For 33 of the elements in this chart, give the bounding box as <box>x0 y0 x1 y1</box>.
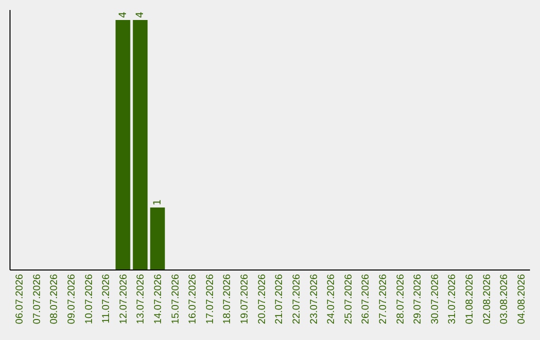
x-tick-label: 11.07.2026 <box>101 274 112 324</box>
data-label: 4 <box>118 12 129 18</box>
x-tick-label: 17.07.2026 <box>204 274 216 324</box>
x-tick-label: 19.07.2026 <box>240 274 251 324</box>
x-tick-label: 14.07.2026 <box>153 274 164 324</box>
x-tick-label: 28.07.2026 <box>395 274 406 324</box>
x-tick-label: 29.07.2026 <box>412 274 424 324</box>
x-tick-label: 27.07.2026 <box>378 274 389 324</box>
x-tick-label: 22.07.2026 <box>291 274 302 324</box>
x-tick-label: 12.07.2026 <box>118 274 130 324</box>
x-tick-label: 23.07.2026 <box>308 274 320 324</box>
x-tick-label: 16.07.2026 <box>188 274 199 324</box>
x-tick-label: 21.07.2026 <box>274 274 286 324</box>
x-tick-label: 20.07.2026 <box>256 274 268 324</box>
x-tick-label: 06.07.2026 <box>14 274 26 324</box>
data-label: 1 <box>152 199 164 206</box>
x-tick-label: 04.08.2026 <box>516 274 528 324</box>
x-tick-label: 07.07.2026 <box>32 274 43 324</box>
x-tick-label: 30.07.2026 <box>430 274 441 324</box>
x-tick-label: 24.07.2026 <box>326 274 338 324</box>
x-tick-label: 13.07.2026 <box>136 274 147 324</box>
x-tick-label: 25.07.2026 <box>343 274 354 324</box>
x-tick-label: 31.07.2026 <box>447 274 458 324</box>
x-tick-label: 02.08.2026 <box>482 274 493 324</box>
x-tick-label: 26.07.2026 <box>360 274 372 324</box>
x-tick-label: 01.08.2026 <box>464 274 476 324</box>
x-tick-label: 08.07.2026 <box>49 274 60 324</box>
x-tick-label: 09.07.2026 <box>66 274 78 324</box>
x-tick-label: 15.07.2026 <box>170 274 182 324</box>
x-tick-label: 10.07.2026 <box>84 274 95 324</box>
data-label: 4 <box>135 12 146 18</box>
x-tick-label: 18.07.2026 <box>222 274 234 324</box>
x-tick-label: 03.08.2026 <box>499 274 510 324</box>
